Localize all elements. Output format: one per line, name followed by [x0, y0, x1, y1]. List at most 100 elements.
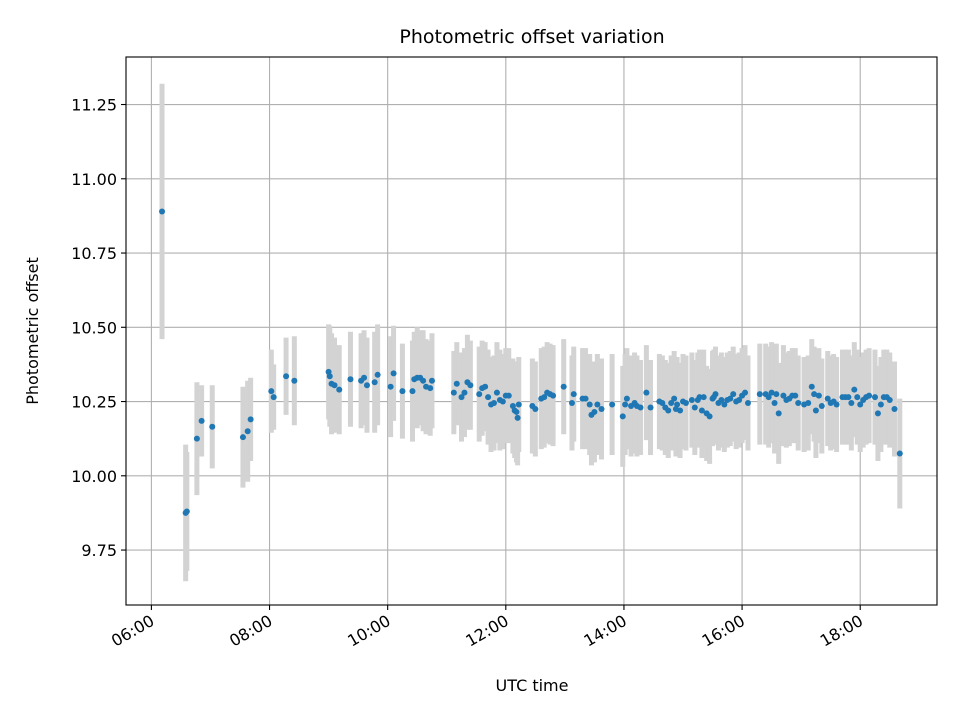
data-point	[209, 423, 216, 430]
data-point	[591, 408, 598, 415]
data-point	[808, 383, 815, 390]
data-point	[515, 401, 522, 408]
data-point	[609, 401, 616, 408]
data-point	[461, 389, 468, 396]
data-point	[866, 392, 873, 399]
data-point	[730, 391, 737, 398]
y-tick-label: 11.25	[71, 96, 117, 115]
data-point	[736, 397, 743, 404]
y-tick-label: 10.50	[71, 318, 117, 337]
data-point	[582, 395, 589, 402]
data-point	[336, 386, 343, 393]
data-point	[780, 392, 787, 399]
data-point	[698, 407, 705, 414]
data-point	[420, 377, 427, 384]
x-axis-label: UTC time	[496, 676, 569, 695]
data-point	[773, 391, 780, 398]
data-point	[668, 400, 675, 407]
data-point	[833, 401, 840, 408]
data-point	[268, 388, 275, 395]
data-point	[347, 376, 354, 383]
data-point	[857, 401, 864, 408]
data-point	[532, 405, 539, 412]
data-point	[159, 208, 166, 215]
data-point	[467, 382, 474, 389]
data-point	[326, 373, 333, 380]
y-tick-label: 9.75	[81, 541, 117, 560]
data-point	[622, 401, 629, 408]
data-point	[550, 392, 557, 399]
data-point	[744, 400, 751, 407]
y-tick-label: 11.00	[71, 170, 117, 189]
data-point	[283, 373, 290, 380]
data-point	[848, 400, 855, 407]
data-point	[513, 408, 520, 415]
data-point	[727, 395, 734, 402]
data-point	[812, 407, 819, 414]
data-point	[845, 394, 852, 401]
data-point	[371, 379, 378, 386]
data-point	[560, 383, 567, 390]
data-point	[854, 394, 861, 401]
data-point	[363, 382, 370, 389]
data-point	[677, 407, 684, 414]
data-point	[659, 400, 666, 407]
data-point	[671, 395, 678, 402]
data-point	[198, 417, 205, 424]
data-point	[505, 392, 512, 399]
data-points	[159, 208, 903, 516]
data-point	[493, 389, 500, 396]
data-point	[851, 386, 858, 393]
y-tick-label: 10.00	[71, 467, 117, 486]
data-point	[706, 413, 713, 420]
data-point	[409, 388, 416, 395]
data-point	[811, 391, 818, 398]
data-point	[877, 401, 884, 408]
data-point	[771, 400, 778, 407]
data-point	[514, 414, 521, 421]
data-point	[795, 400, 802, 407]
data-point	[815, 392, 822, 399]
data-point	[598, 405, 605, 412]
data-point	[637, 404, 644, 411]
y-tick-label: 10.75	[71, 244, 117, 263]
data-point	[476, 391, 483, 398]
data-point	[682, 400, 689, 407]
data-point	[361, 374, 368, 381]
data-point	[586, 401, 593, 408]
y-tick-label: 10.25	[71, 393, 117, 412]
data-point	[568, 400, 575, 407]
data-point	[499, 398, 506, 405]
data-point	[374, 371, 381, 378]
data-point	[691, 404, 698, 411]
data-point	[482, 383, 489, 390]
data-point	[331, 382, 338, 389]
data-point	[886, 397, 893, 404]
data-point	[193, 435, 200, 442]
plot-frame	[125, 56, 938, 606]
data-point	[570, 391, 577, 398]
data-point	[874, 410, 881, 417]
data-point	[665, 407, 672, 414]
data-point	[183, 508, 190, 515]
data-point	[792, 392, 799, 399]
data-point	[647, 404, 654, 411]
data-point	[291, 377, 298, 384]
data-point	[718, 397, 725, 404]
data-point	[818, 402, 825, 409]
chart-title: Photometric offset variation	[399, 26, 664, 48]
data-point	[896, 450, 903, 457]
data-point	[247, 416, 254, 423]
data-point	[244, 428, 251, 435]
y-axis-label: Photometric offset	[23, 257, 42, 405]
data-point	[485, 394, 492, 401]
data-point	[387, 383, 394, 390]
data-point	[891, 405, 898, 412]
data-point	[594, 401, 601, 408]
data-point	[721, 401, 728, 408]
data-point	[742, 389, 749, 396]
data-point	[765, 394, 772, 401]
data-point	[619, 413, 626, 420]
data-point	[399, 388, 406, 395]
